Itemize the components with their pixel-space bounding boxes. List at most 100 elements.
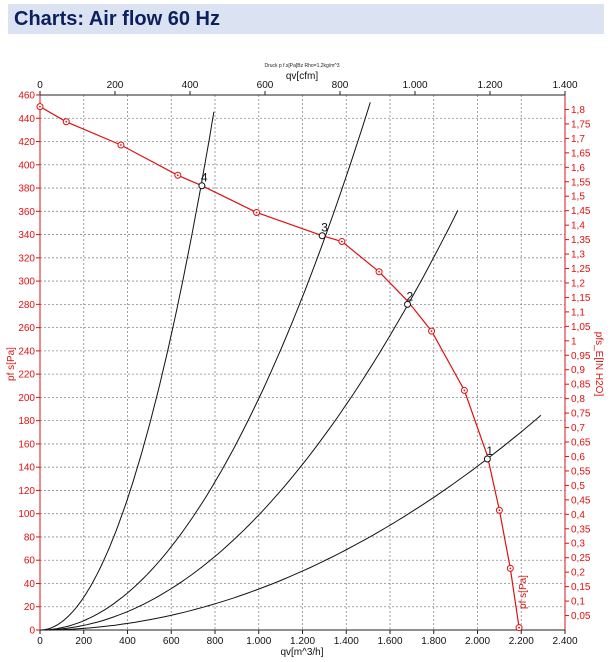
y2-tick-label: 0,5: [571, 481, 585, 492]
y2-tick-label: 0,6: [571, 452, 585, 463]
y2-tick-label: 1,1: [571, 307, 585, 318]
y-tick-label: 160: [18, 439, 35, 450]
x2-tick-label: 600: [257, 80, 274, 91]
fan-curve-marker-dot: [120, 144, 122, 146]
system-curve-3: [39, 102, 371, 631]
x-tick-label: 400: [119, 636, 136, 647]
x-tick-label: 2.200: [509, 636, 534, 647]
x2-tick-label: 200: [107, 80, 124, 91]
y-tick-label: 60: [24, 556, 36, 567]
y2-tick-label: 0,85: [571, 380, 591, 391]
y-tick-label: 440: [18, 114, 35, 125]
y2-tick-label: 0,95: [571, 351, 591, 362]
fan-curve-marker-dot: [65, 120, 68, 123]
fan-curve-marker-dot: [378, 270, 380, 273]
y-tick-label: 280: [18, 300, 35, 311]
y2-tick-label: 0,7: [571, 423, 585, 434]
y2-tick-label: 1,5: [571, 192, 585, 203]
y2-tick-label: 0,55: [571, 466, 591, 477]
operating-point-4: [198, 182, 206, 190]
x-axis-title: qv[m^3/h]: [280, 647, 323, 658]
y2-tick-label: 1,15: [571, 293, 591, 304]
y2-tick-label: 1,65: [571, 148, 591, 159]
x2-axis-title: qv[cfm]: [286, 71, 318, 82]
y-tick-label: 340: [18, 230, 35, 241]
fan-curve-marker-dot: [430, 330, 433, 332]
y2-tick-label: 1,55: [571, 177, 591, 188]
x-tick-label: 200: [75, 636, 92, 647]
operating-point-2: [404, 300, 411, 308]
operating-point-label: 2: [407, 289, 414, 303]
y-tick-label: 200: [18, 393, 35, 404]
chart-subtitle: Druck p f.s[Pa]Bz Rho=1,2kg/m^3: [264, 63, 339, 69]
y2-tick-label: 0,45: [571, 495, 591, 506]
y2-tick-label: 1,3: [571, 250, 585, 261]
system-curve-1: [40, 414, 542, 631]
x-tick-label: 1.800: [421, 636, 446, 647]
x2-tick-label: 400: [182, 80, 199, 91]
x-tick-label: 800: [207, 636, 224, 647]
y2-tick-label: 1,45: [571, 206, 591, 217]
y2-tick-label: 1,35: [571, 235, 591, 246]
fan-curve-marker-dot: [509, 567, 512, 570]
y-tick-label: 240: [18, 346, 35, 357]
y2-tick-label: 1,05: [571, 322, 591, 333]
x-tick-label: 1.600: [377, 636, 402, 647]
x2-tick-label: 0: [37, 80, 43, 91]
fan-curve-marker-dot: [518, 626, 520, 629]
x-tick-label: 2.000: [465, 636, 490, 647]
system-curve-2: [39, 210, 459, 631]
y-tick-label: 0: [29, 626, 35, 637]
y-tick-label: 420: [18, 137, 35, 148]
y-tick-label: 320: [18, 253, 35, 264]
y2-axis-title: pfs_E[IN H2O]: [593, 332, 604, 397]
y-tick-label: 40: [24, 579, 36, 590]
y2-tick-label: 1,8: [571, 105, 585, 116]
fan-curve-label: pf s[Pa]: [518, 575, 529, 609]
fan-curve-marker-dot: [176, 174, 179, 177]
operating-point-label: 1: [486, 444, 493, 458]
y2-tick-label: 0,3: [571, 539, 585, 550]
y2-tick-label: 1,2: [571, 278, 585, 289]
y2-tick-label: 0,05: [571, 611, 591, 622]
y-tick-label: 400: [18, 160, 35, 171]
x-tick-label: 2.400: [552, 636, 577, 647]
y-tick-label: 120: [18, 486, 35, 497]
x2-tick-label: 1.400: [552, 80, 577, 91]
y-tick-label: 180: [18, 416, 35, 427]
system-curve-4: [39, 111, 215, 631]
y2-tick-label: 0,35: [571, 524, 591, 535]
fan-curve-marker-dot: [340, 240, 343, 243]
operating-point-1: [483, 455, 491, 463]
x-tick-label: 600: [163, 636, 180, 647]
y2-tick-label: 1,4: [571, 221, 585, 232]
y-tick-label: 100: [18, 509, 35, 520]
y2-tick-label: 1,75: [571, 119, 591, 130]
y2-tick-label: 0,9: [571, 365, 585, 376]
x2-tick-label: 800: [332, 80, 349, 91]
y2-tick-label: 0,1: [571, 597, 585, 608]
y2-tick-label: 0,25: [571, 553, 591, 564]
y-tick-label: 300: [18, 277, 35, 288]
y2-tick-label: 1,6: [571, 163, 585, 174]
page-title: Charts: Air flow 60 Hz: [14, 8, 220, 30]
y-tick-label: 360: [18, 207, 35, 218]
fan-curve-line: [39, 106, 520, 628]
x2-tick-label: 1.200: [477, 80, 502, 91]
y2-tick-label: 0,4: [571, 510, 585, 521]
fan-curve-marker-dot: [39, 105, 41, 108]
y-tick-label: 220: [18, 370, 35, 381]
operating-point-3: [318, 232, 326, 240]
operating-point-label: 3: [321, 221, 328, 235]
fan-curve-marker-dot: [463, 389, 466, 392]
header-bar: [8, 4, 604, 34]
y2-tick-label: 1: [571, 336, 577, 347]
x-tick-label: 1.400: [334, 636, 359, 647]
y2-tick-label: 0,75: [571, 409, 591, 420]
y2-tick-label: 0,15: [571, 582, 591, 593]
fan-curve-marker-dot: [255, 211, 258, 214]
x-tick-label: 1.000: [246, 636, 271, 647]
y-tick-label: 380: [18, 184, 35, 195]
y2-tick-label: 1,25: [571, 264, 591, 275]
